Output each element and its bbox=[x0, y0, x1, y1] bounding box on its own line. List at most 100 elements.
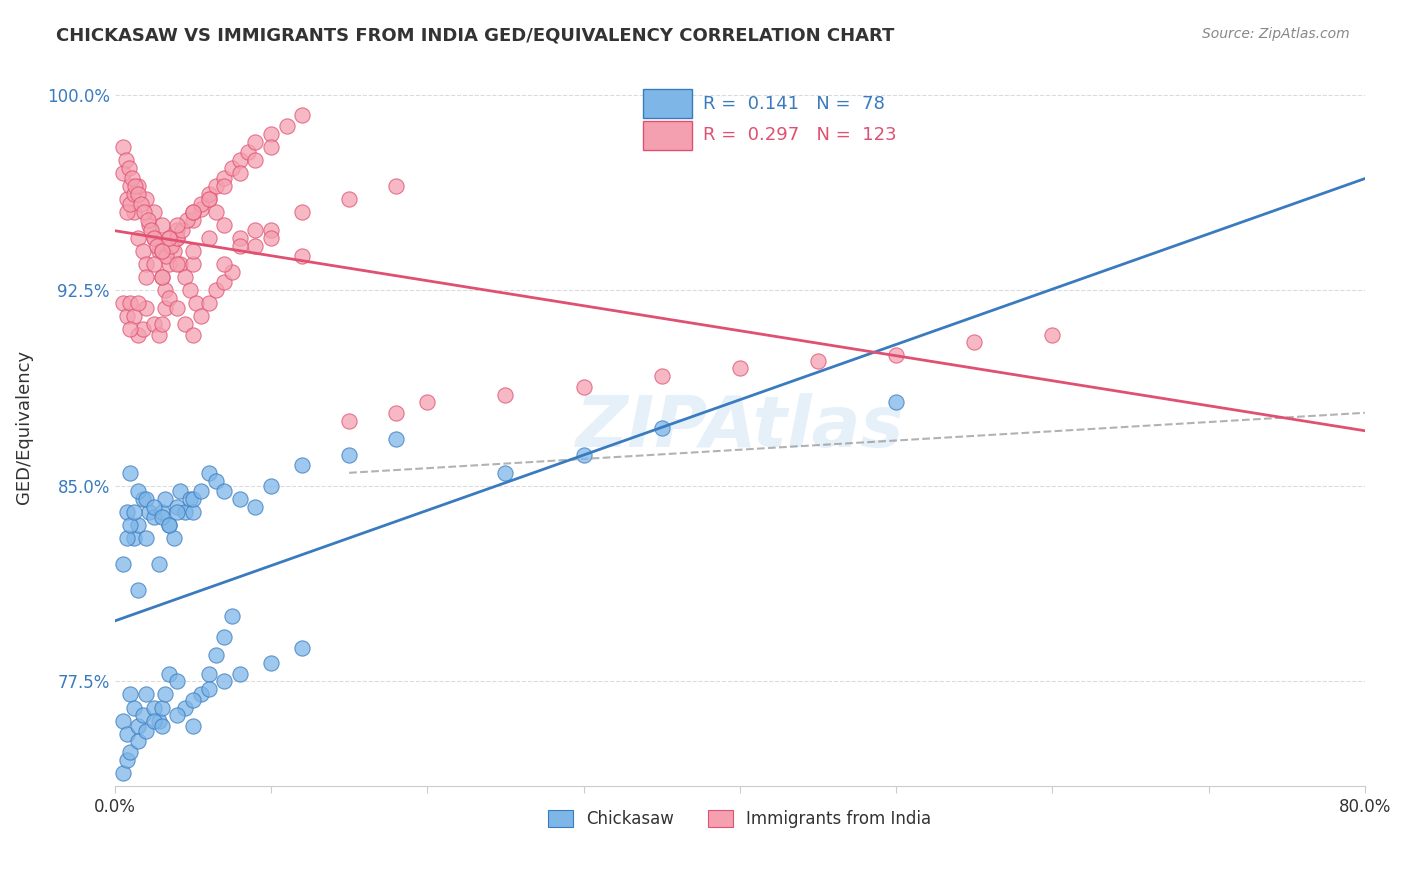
Point bbox=[142, 510, 165, 524]
Point bbox=[651, 421, 673, 435]
Point bbox=[150, 719, 173, 733]
Point bbox=[127, 734, 149, 748]
Point bbox=[150, 510, 173, 524]
Point bbox=[166, 500, 188, 514]
Point bbox=[291, 249, 314, 263]
Point bbox=[205, 205, 228, 219]
Point bbox=[111, 296, 134, 310]
Point bbox=[127, 327, 149, 342]
Point bbox=[170, 223, 193, 237]
Point bbox=[117, 310, 139, 324]
Point bbox=[221, 265, 243, 279]
Point bbox=[163, 531, 186, 545]
Point bbox=[120, 688, 142, 702]
Point bbox=[166, 708, 188, 723]
Point bbox=[229, 239, 252, 253]
Point bbox=[190, 197, 212, 211]
Point bbox=[166, 231, 188, 245]
Point bbox=[174, 700, 197, 714]
Point bbox=[337, 192, 360, 206]
Point bbox=[385, 406, 408, 420]
Point bbox=[135, 491, 157, 506]
Point bbox=[229, 231, 252, 245]
Point bbox=[132, 322, 155, 336]
Point bbox=[120, 518, 142, 533]
Point bbox=[212, 178, 235, 193]
Point bbox=[117, 505, 139, 519]
Point bbox=[181, 205, 204, 219]
Point bbox=[166, 231, 188, 245]
Point bbox=[148, 714, 170, 728]
Point bbox=[153, 688, 176, 702]
Text: CHICKASAW VS IMMIGRANTS FROM INDIA GED/EQUIVALENCY CORRELATION CHART: CHICKASAW VS IMMIGRANTS FROM INDIA GED/E… bbox=[56, 27, 894, 45]
Point bbox=[205, 648, 228, 663]
Point bbox=[150, 505, 173, 519]
Point bbox=[142, 700, 165, 714]
Point bbox=[120, 296, 142, 310]
Point bbox=[153, 491, 176, 506]
Point bbox=[212, 674, 235, 689]
Point bbox=[197, 192, 219, 206]
Point bbox=[127, 518, 149, 533]
Point bbox=[132, 244, 155, 258]
Point bbox=[236, 145, 259, 159]
Point bbox=[205, 474, 228, 488]
Point bbox=[212, 257, 235, 271]
Point bbox=[260, 223, 283, 237]
Point bbox=[142, 231, 165, 245]
Point bbox=[416, 395, 439, 409]
Point bbox=[122, 186, 145, 201]
Point bbox=[229, 166, 252, 180]
Point bbox=[572, 380, 595, 394]
Point bbox=[166, 257, 188, 271]
Point bbox=[291, 205, 314, 219]
Point bbox=[120, 745, 142, 759]
Point bbox=[197, 186, 219, 201]
Point bbox=[181, 205, 204, 219]
Point bbox=[136, 212, 159, 227]
Point bbox=[190, 310, 212, 324]
Point bbox=[212, 630, 235, 644]
Point bbox=[127, 186, 149, 201]
Point bbox=[114, 153, 136, 167]
Point bbox=[120, 466, 142, 480]
Point bbox=[111, 557, 134, 571]
Point bbox=[181, 719, 204, 733]
Point bbox=[166, 301, 188, 316]
Point bbox=[142, 714, 165, 728]
Point bbox=[229, 491, 252, 506]
Point bbox=[221, 609, 243, 624]
Point bbox=[291, 108, 314, 122]
Point bbox=[245, 500, 267, 514]
Point bbox=[337, 448, 360, 462]
Point bbox=[181, 692, 204, 706]
Point bbox=[260, 231, 283, 245]
Point bbox=[245, 223, 267, 237]
Point bbox=[245, 239, 267, 253]
Point bbox=[884, 348, 907, 362]
Point bbox=[127, 296, 149, 310]
Point bbox=[221, 161, 243, 175]
Point bbox=[138, 505, 160, 519]
Point bbox=[118, 161, 141, 175]
Point bbox=[121, 171, 143, 186]
Text: ZIPAtlas: ZIPAtlas bbox=[575, 392, 904, 462]
Point bbox=[385, 432, 408, 446]
Point bbox=[127, 484, 149, 499]
Point bbox=[127, 231, 149, 245]
Point bbox=[135, 257, 157, 271]
Point bbox=[111, 166, 134, 180]
Point bbox=[197, 192, 219, 206]
Point bbox=[260, 127, 283, 141]
Point bbox=[1040, 327, 1063, 342]
Point bbox=[153, 301, 176, 316]
Point bbox=[150, 270, 173, 285]
Point bbox=[111, 765, 134, 780]
Point bbox=[150, 700, 173, 714]
Point bbox=[229, 666, 252, 681]
Point bbox=[148, 557, 170, 571]
Point bbox=[122, 505, 145, 519]
Point bbox=[385, 178, 408, 193]
Point bbox=[120, 178, 142, 193]
Point bbox=[245, 153, 267, 167]
